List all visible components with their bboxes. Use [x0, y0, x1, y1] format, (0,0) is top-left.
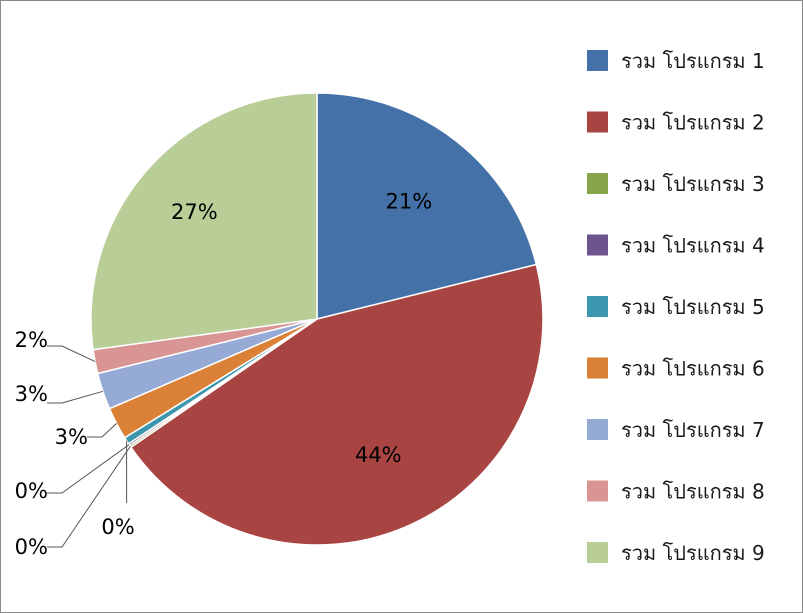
data-label-8: 2% [15, 328, 48, 352]
data-label-5: 0% [101, 515, 134, 539]
legend-label-1: รวม โปรแกรม 1 [621, 49, 765, 73]
data-label-9: 27% [171, 200, 218, 224]
legend-label-4: รวม โปรแกรม 4 [621, 234, 765, 258]
legend-label-6: รวม โปรแกรม 6 [621, 357, 765, 381]
legend-label-8: รวม โปรแกรม 8 [621, 480, 765, 504]
leader-line-6 [87, 423, 117, 438]
legend-label-2: รวม โปรแกรม 2 [621, 111, 765, 135]
legend: รวม โปรแกรม 1 รวม โปรแกรม 2 รวม โปรแกรม 3 ร… [587, 49, 765, 565]
legend-swatch-1 [587, 50, 608, 71]
legend-label-3: รวม โปรแกรม 3 [621, 172, 765, 196]
legend-swatch-2 [587, 111, 608, 133]
callout-leader-lines [47, 345, 131, 548]
legend-swatch-8 [587, 480, 608, 502]
legend-swatch-3 [587, 173, 608, 194]
data-label-4: 0% [15, 479, 48, 503]
pie-slice-2 [129, 263, 544, 546]
pie-slice-9 [90, 92, 318, 351]
leader-line-8 [47, 345, 96, 363]
data-label-2: 44% [355, 443, 402, 467]
legend-label-9: รวม โปรแกรม 9 [621, 541, 765, 565]
pie-slices [90, 92, 544, 546]
data-labels: 21% 44% 0% 0% 0% 3% 3% 2% 27% [15, 190, 433, 560]
leader-line-3 [47, 446, 131, 548]
legend-label-5: รวม โปรแกรม 5 [621, 295, 765, 319]
legend-swatch-5 [587, 296, 608, 317]
legend-label-7: รวม โปรแกรม 7 [621, 418, 765, 442]
data-label-7: 3% [15, 382, 48, 406]
legend-swatch-6 [587, 357, 608, 379]
leader-line-4 [47, 444, 130, 494]
data-label-6: 3% [55, 425, 88, 449]
legend-swatch-9 [587, 542, 608, 563]
data-label-1: 21% [386, 190, 433, 214]
pie-slice-1 [316, 92, 538, 320]
data-label-3: 0% [15, 535, 48, 559]
leader-line-7 [47, 390, 104, 404]
legend-swatch-4 [587, 234, 608, 256]
legend-swatch-7 [587, 419, 608, 440]
